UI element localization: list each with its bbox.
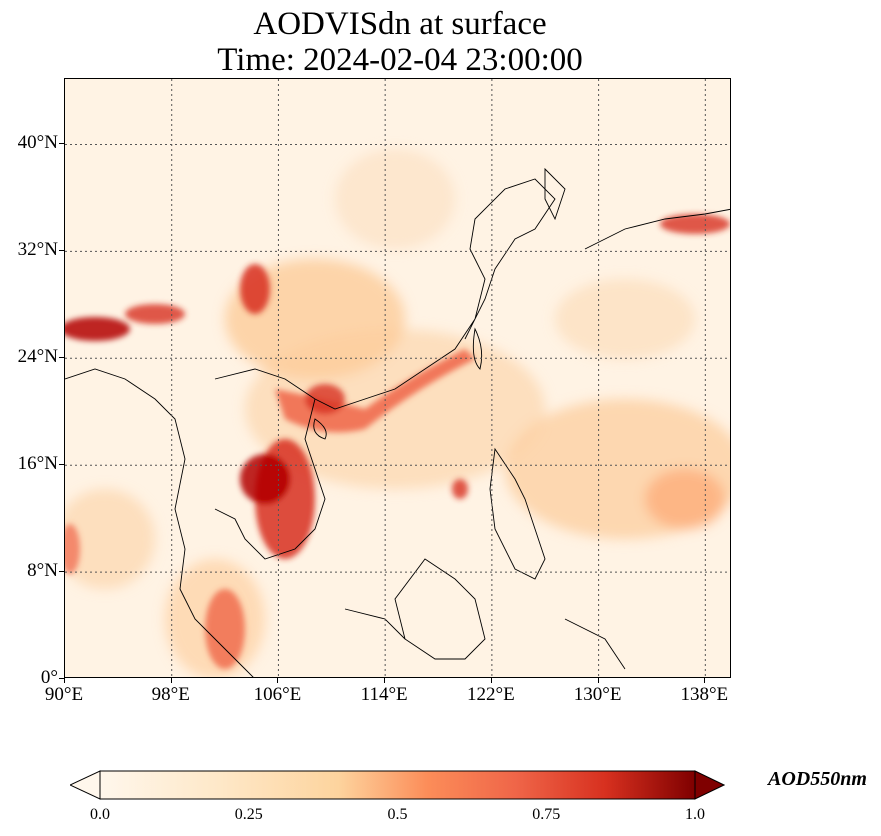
lon-tick-label: 98°E bbox=[151, 684, 190, 705]
lat-tick-mark bbox=[59, 143, 64, 145]
colorbar-tick-label: 1.0 bbox=[685, 806, 705, 823]
lat-tick-label: 0° bbox=[40, 667, 58, 688]
colorbar-tick-label: 0.0 bbox=[90, 806, 110, 823]
lon-tick-label: 106°E bbox=[253, 684, 302, 705]
lon-tick-mark bbox=[384, 678, 386, 683]
colorbar-tick-label: 0.5 bbox=[387, 806, 408, 823]
colorbar-tick-label: 0.75 bbox=[532, 806, 561, 823]
colorbar-label: AOD550nm bbox=[768, 768, 867, 790]
lon-tick-mark bbox=[490, 678, 492, 683]
lon-tick-label: 114°E bbox=[360, 684, 408, 705]
colorbar bbox=[68, 770, 726, 800]
lon-tick-label: 90°E bbox=[44, 684, 84, 705]
lat-tick-mark bbox=[59, 250, 64, 252]
title-line-1: AODVISdn at surface bbox=[253, 6, 547, 42]
lat-tick-label: 32°N bbox=[17, 239, 58, 261]
coastlines bbox=[65, 167, 730, 677]
map-panel[interactable] bbox=[64, 78, 731, 678]
lon-tick-mark bbox=[170, 678, 172, 683]
lat-tick-mark bbox=[59, 464, 64, 466]
lon-tick-mark bbox=[704, 678, 706, 683]
lat-tick-mark bbox=[59, 357, 64, 359]
colorbar-gradient bbox=[68, 770, 726, 800]
lon-tick-mark bbox=[597, 678, 599, 683]
lon-tick-label: 122°E bbox=[467, 684, 515, 705]
lon-tick-mark bbox=[64, 678, 65, 683]
lat-tick-mark bbox=[59, 571, 64, 573]
lat-tick-label: 16°N bbox=[17, 453, 58, 475]
lat-tick-label: 24°N bbox=[17, 346, 58, 368]
lon-tick-label: 138°E bbox=[680, 684, 729, 705]
lat-tick-label: 8°N bbox=[27, 560, 58, 582]
map-title: AODVISdn at surface Time: 2024-02-04 23:… bbox=[0, 6, 800, 78]
lon-tick-mark bbox=[277, 678, 279, 683]
lon-tick-label: 130°E bbox=[573, 684, 622, 705]
gridlines bbox=[65, 79, 730, 677]
title-line-2: Time: 2024-02-04 23:00:00 bbox=[217, 42, 583, 78]
aod-plumes-intense bbox=[65, 214, 730, 669]
colorbar-tick-label: 0.25 bbox=[234, 806, 263, 823]
lat-tick-label: 40°N bbox=[17, 132, 58, 154]
aod-field bbox=[65, 79, 730, 677]
lat-tick-mark bbox=[59, 678, 64, 679]
